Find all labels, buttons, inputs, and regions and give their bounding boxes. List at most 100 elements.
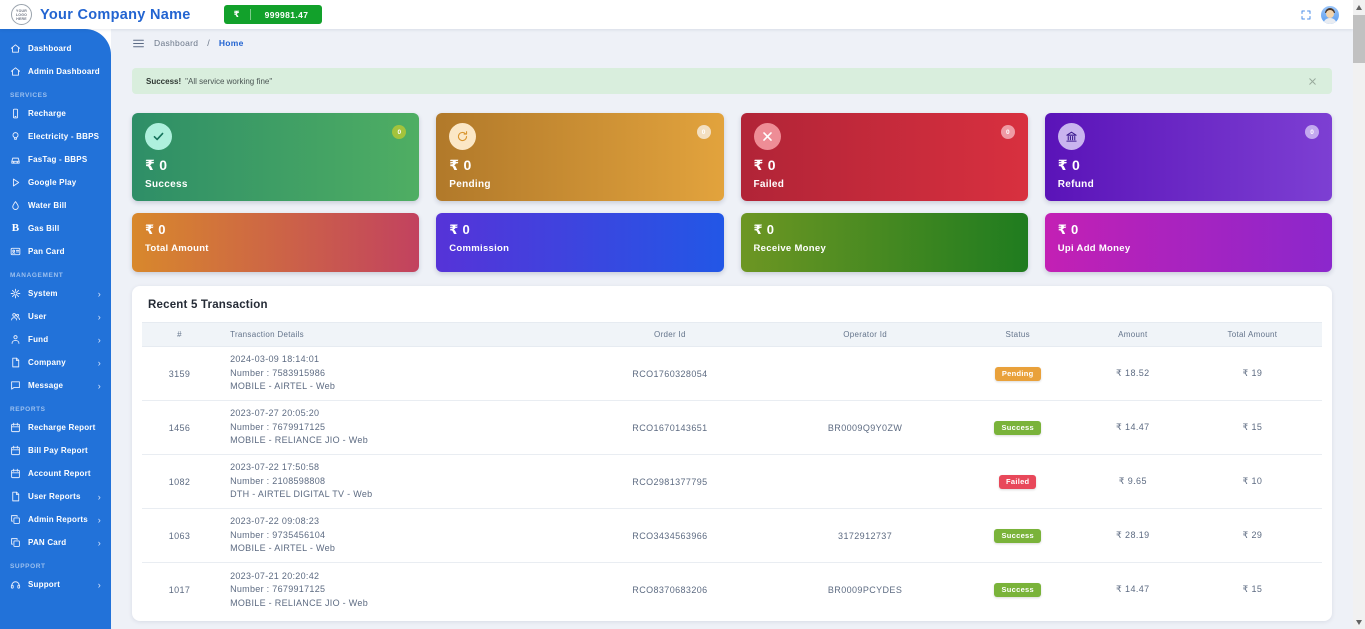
sidebar-item-pan-card[interactable]: Pan Card [0, 240, 111, 263]
mobile-icon [12, 108, 19, 119]
chevron-right-icon: › [97, 311, 101, 322]
stat-card-failed[interactable]: 0 ₹ 0 Failed [740, 113, 1028, 201]
bulb-icon [12, 132, 19, 140]
file-icon [12, 357, 20, 368]
cell-operator-id: 3172912737 [777, 508, 953, 563]
sidebar-item-label: Support [28, 580, 61, 589]
car-icon [11, 157, 20, 164]
count-badge: 0 [392, 125, 407, 139]
cell-status: Failed [952, 454, 1083, 509]
sidebar-item-system[interactable]: System › [0, 282, 111, 305]
scrollbar-thumb[interactable] [1353, 15, 1365, 63]
transactions-table: # Transaction Details Order Id Operator … [142, 322, 1322, 617]
cell-operator-id [777, 454, 953, 509]
user-avatar[interactable] [1321, 5, 1339, 24]
table-row: 1082 2023-07-22 17:50:58 Number : 2108598… [142, 454, 1322, 509]
sidebar-item-support[interactable]: Support › [0, 573, 111, 596]
card-label: Refund [1057, 179, 1094, 190]
wallet-balance-badge[interactable]: ₹ 999981.47 [223, 5, 323, 24]
chevron-right-icon: › [97, 491, 101, 502]
cell-details: 2023-07-27 20:05:20 Number : 7679917125 MO… [217, 400, 563, 455]
cell-id: 1082 [142, 454, 218, 509]
sidebar-item-gas-bill[interactable]: B Gas Bill [0, 217, 111, 240]
alert-title: Success! [146, 76, 182, 86]
sidebar-item-recharge[interactable]: Recharge [0, 102, 111, 125]
chevron-right-icon: › [97, 357, 101, 368]
summary-card-commission[interactable]: ₹ 0 Commission [436, 213, 724, 272]
card-label: Failed [753, 179, 785, 190]
sidebar-item-label: Fund [28, 335, 49, 344]
sidebar-item-dashboard[interactable]: Dashboard [0, 37, 111, 60]
sidebar-section-management: MANAGEMENT [10, 272, 64, 279]
breadcrumb-parent[interactable]: Dashboard [154, 38, 199, 48]
breadcrumb-separator: / [207, 38, 210, 48]
sidebar-item-label: User Reports [28, 492, 81, 501]
stat-card-refund[interactable]: 0 ₹ 0 Refund [1044, 113, 1332, 201]
close-icon[interactable] [1307, 76, 1318, 87]
sidebar-item-water-bill[interactable]: Water Bill [0, 194, 111, 217]
sidebar-item-message[interactable]: Message › [0, 374, 111, 397]
cell-operator-id: BR0009Q9Y0ZW [777, 400, 953, 455]
status-badge: Pending [994, 366, 1041, 381]
table-header-row: # Transaction Details Order Id Operator … [142, 322, 1322, 347]
breadcrumb-current[interactable]: Home [218, 38, 244, 48]
count-badge: 0 [696, 125, 711, 139]
file-icon [12, 491, 20, 502]
cell-total-amount: ₹ 10 [1182, 454, 1322, 509]
table-row: 1456 2023-07-27 20:05:20 Number : 7679917… [142, 400, 1322, 455]
cell-total-amount: ₹ 15 [1182, 562, 1322, 617]
sidebar-item-bill-pay-report[interactable]: Bill Pay Report [0, 439, 111, 462]
sidebar-item-admin-dashboard[interactable]: Admin Dashboard [0, 60, 111, 83]
cell-id: 1063 [142, 508, 218, 563]
sidebar-item-label: Gas Bill [28, 224, 60, 233]
cell-amount: ₹ 14.47 [1082, 400, 1183, 455]
sidebar-item-fund[interactable]: Fund › [0, 328, 111, 351]
card-label: Receive Money [753, 243, 827, 254]
sidebar-item-pan-card-reports[interactable]: PAN Card › [0, 531, 111, 554]
water-drop-icon [12, 201, 19, 210]
sidebar-item-admin-reports[interactable]: Admin Reports › [0, 508, 111, 531]
count-badge: 0 [1305, 125, 1319, 139]
cell-details: 2023-07-22 17:50:58 Number : 2108598808 DT… [217, 454, 563, 509]
card-label: Commission [449, 243, 510, 254]
sidebar-item-label: Electricity - BBPS [28, 132, 100, 141]
chevron-right-icon: › [97, 579, 101, 590]
status-badge: Success [994, 420, 1041, 435]
sidebar-item-account-report[interactable]: Account Report [0, 462, 111, 485]
company-logo[interactable]: YOUR LOGO HERE [11, 4, 32, 25]
card-amount: ₹ 0 [449, 157, 472, 173]
sidebar-item-company[interactable]: Company › [0, 351, 111, 374]
breadcrumb: Dashboard / Home [132, 29, 1332, 57]
summary-card-total-amount[interactable]: ₹ 0 Total Amount [132, 213, 420, 272]
column-header: Amount [1082, 322, 1183, 347]
calendar-icon [11, 468, 20, 479]
headset-icon [10, 581, 21, 589]
cell-details: 2024-03-09 18:14:01 Number : 7583915986 MO… [230, 354, 336, 392]
close-icon [753, 123, 781, 150]
sidebar-item-user-reports[interactable]: User Reports › [0, 485, 111, 508]
main-content: Dashboard / Home Success! "All service w… [111, 29, 1353, 629]
chat-icon [11, 381, 20, 390]
sidebar-item-electricity-bbps[interactable]: Electricity - BBPS [0, 125, 111, 148]
summary-card-upi-add-money[interactable]: ₹ 0 Upi Add Money [1044, 213, 1332, 272]
chevron-right-icon: › [97, 288, 101, 299]
sidebar-item-google-play[interactable]: Google Play [0, 171, 111, 194]
scrollbar-up-button[interactable] [1353, 0, 1365, 14]
scrollbar[interactable] [1353, 0, 1365, 629]
refresh-icon [449, 123, 477, 150]
sidebar-item-label: Google Play [28, 178, 77, 187]
hamburger-menu-icon[interactable] [132, 37, 145, 50]
stat-card-pending[interactable]: 0 ₹ 0 Pending [436, 113, 724, 201]
cell-id: 3159 [168, 368, 191, 379]
sidebar-item-fastag-bbps[interactable]: FasTag - BBPS [0, 148, 111, 171]
scrollbar-down-button[interactable] [1353, 615, 1365, 629]
status-badge: Success [994, 528, 1041, 543]
card-amount: ₹ 0 [753, 222, 775, 237]
chevron-right-icon: › [97, 514, 101, 525]
stat-card-success[interactable]: 0 ₹ 0 Success [132, 113, 420, 201]
sidebar-item-recharge-report[interactable]: Recharge Report [0, 416, 111, 439]
sidebar-item-user[interactable]: User › [0, 305, 111, 328]
fullscreen-icon[interactable] [1300, 9, 1312, 21]
summary-card-receive-money[interactable]: ₹ 0 Receive Money [740, 213, 1028, 272]
cell-status: Success [952, 562, 1083, 617]
